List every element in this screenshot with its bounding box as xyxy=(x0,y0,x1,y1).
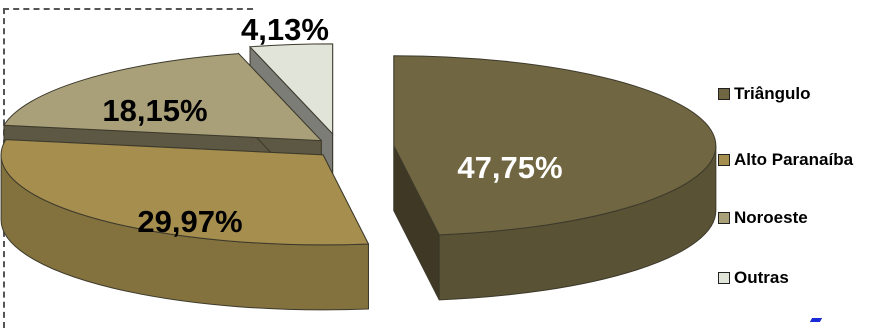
legend-swatch-outras xyxy=(718,272,730,284)
legend-label-triangulo: Triângulo xyxy=(734,84,811,103)
slice-label-triangulo: 47,75% xyxy=(457,150,562,185)
legend-label-alto-paranaiba: Alto Paranaíba xyxy=(734,150,854,169)
legend-item-triangulo: Triângulo xyxy=(718,84,811,104)
legend-item-outras: Outras xyxy=(718,268,789,288)
legend-item-alto-paranaiba: Alto Paranaíba xyxy=(718,150,853,170)
pie-slice-triangulo xyxy=(393,55,717,301)
legend-swatch-triangulo xyxy=(718,88,730,100)
pie-slice-alto-paranaiba-top xyxy=(0,139,370,246)
cropped-accent-mark xyxy=(808,318,822,328)
legend-item-noroeste: Noroeste xyxy=(718,208,808,228)
slice-labels: 47,75% 29,97% 18,15% 4,13% xyxy=(102,12,562,239)
legend-swatch-noroeste xyxy=(718,212,730,224)
legend-swatch-alto-paranaiba xyxy=(718,154,730,166)
slice-label-alto-paranaiba: 29,97% xyxy=(137,204,242,239)
pie-slice-outras-top xyxy=(248,43,334,136)
pie-slice-noroeste-top xyxy=(3,53,323,142)
pie-slice-triangulo-top xyxy=(393,55,717,236)
slice-label-noroeste: 18,15% xyxy=(102,93,207,128)
legend-label-outras: Outras xyxy=(734,268,789,287)
slice-label-outras: 4,13% xyxy=(241,12,329,47)
chart-legend: Triângulo Alto Paranaíba Noroeste Outras xyxy=(718,0,894,328)
pie-slice-alto-paranaiba xyxy=(0,139,370,311)
legend-label-noroeste: Noroeste xyxy=(734,208,808,227)
frame-top-border xyxy=(3,8,253,10)
pie-slices xyxy=(0,43,717,311)
